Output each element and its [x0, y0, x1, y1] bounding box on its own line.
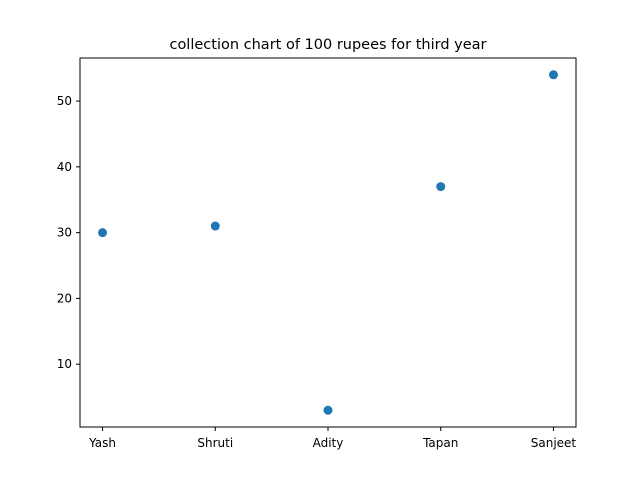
data-point-tapan — [436, 182, 446, 192]
data-point-shruti — [210, 221, 220, 231]
plot-area-frame — [79, 57, 577, 428]
data-point-adity — [323, 405, 333, 415]
x-tick-label: Tapan — [422, 436, 458, 450]
x-tick-label: Sanjeet — [531, 436, 577, 450]
data-point-yash — [98, 228, 108, 238]
x-tick-label: Adity — [313, 436, 344, 450]
y-tick-label: 50 — [57, 94, 72, 108]
y-tick-label: 20 — [57, 291, 72, 305]
x-tick-label: Yash — [88, 436, 116, 450]
data-point-sanjeet — [548, 70, 558, 80]
y-tick-label: 10 — [57, 357, 72, 371]
y-tick-label: 30 — [57, 226, 72, 240]
x-tick-label: Shruti — [197, 436, 233, 450]
axis-ticks: Yash Shruti Adity Tapan Sanjeet 10 20 30 40 50 — [57, 94, 577, 450]
y-tick-label: 40 — [57, 160, 72, 174]
chart-title: collection chart of 100 rupees for third… — [169, 37, 486, 53]
data-points — [98, 70, 558, 415]
